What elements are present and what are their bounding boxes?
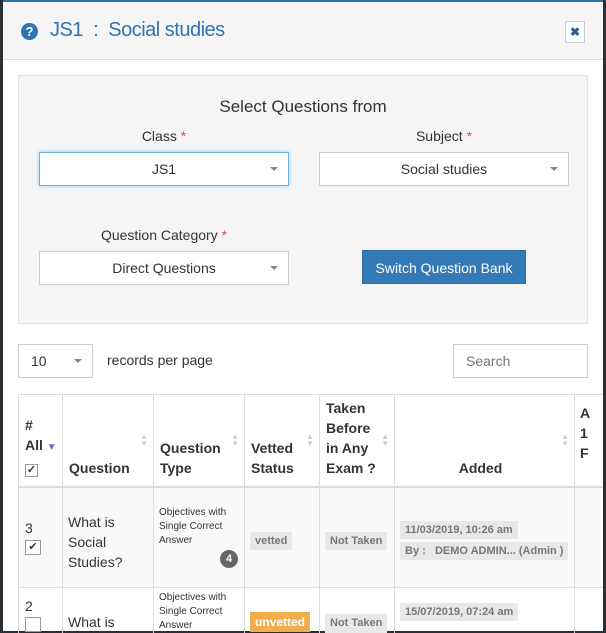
header-added[interactable]: Added ▲ ▼ [394, 395, 574, 488]
unvetted-badge: unvetted [250, 612, 311, 632]
not-taken-badge: Not Taken [325, 532, 388, 550]
vetted-cell: unvetted [244, 588, 319, 633]
filter-panel: Select Questions from Class * JS1 Subjec… [18, 75, 588, 324]
chevron-down-icon [270, 266, 278, 270]
records-per-page-label: records per page [107, 352, 213, 368]
vetted-cell: vetted [244, 488, 319, 588]
class-select[interactable]: JS1 [39, 152, 289, 186]
modal-title: JS1 : Social studies [50, 19, 225, 41]
options-count-badge: 4 [220, 550, 238, 568]
not-taken-badge: Not Taken [325, 614, 388, 633]
category-label: Question Category * [100, 227, 228, 243]
taken-cell: Not Taken [319, 588, 394, 633]
search-input[interactable] [453, 344, 588, 378]
panel-title: Select Questions from [219, 97, 387, 116]
row-checkbox[interactable] [25, 617, 41, 632]
category-select[interactable]: Direct Questions [39, 251, 289, 285]
close-button[interactable]: ✖ [565, 21, 585, 43]
row-checkbox[interactable]: ✔ [25, 540, 41, 555]
sort-icon: ▲ ▼ [561, 432, 569, 448]
header-select-all[interactable]: # All ▼ ✓ [18, 395, 62, 488]
added-cell: 15/07/2019, 07:24 am [394, 588, 574, 633]
chevron-down-icon [270, 167, 278, 171]
questions-table: # All ▼ ✓ Question ▲ ▼ Question Type ▲ ▼ Vet… [18, 394, 603, 633]
modal-header: ? JS1 : Social studies ✖ [3, 2, 603, 60]
header-partial[interactable]: A 1 F [574, 395, 603, 488]
question-type-cell: Objectives with Single Correct Answer 4 [153, 488, 244, 588]
added-cell: 11/03/2019, 10:26 am By : DEMO ADMIN... (… [394, 488, 574, 588]
close-icon: ✖ [569, 25, 581, 39]
header-question[interactable]: Question ▲ ▼ [62, 395, 153, 488]
row-number-cell: 3 ✔ [18, 488, 62, 588]
select-all-checkbox[interactable]: ✓ [25, 464, 38, 477]
chevron-down-icon [550, 167, 558, 171]
taken-cell: Not Taken [319, 488, 394, 588]
question-cell[interactable]: What is Social Studies? [62, 488, 153, 588]
sort-icon: ▲ ▼ [381, 432, 389, 448]
header-question-type[interactable]: Question Type ▲ ▼ [153, 395, 244, 488]
question-type-cell: Objectives with Single Correct Answer [153, 588, 244, 633]
question-cell[interactable]: What is [62, 588, 153, 633]
page-length-select[interactable]: 10 [18, 344, 93, 378]
subject-select[interactable]: Social studies [319, 152, 569, 186]
header-vetted-status[interactable]: Vetted Status ▲ ▼ [244, 395, 319, 488]
class-label: Class * [141, 128, 187, 144]
sort-icon: ▲ ▼ [306, 432, 314, 448]
sort-desc-icon: ▼ [46, 442, 57, 453]
vetted-badge: vetted [250, 532, 293, 550]
header-taken-before[interactable]: Taken Before in Any Exam ? ▲ ▼ [319, 395, 394, 488]
question-circle-icon: ? [21, 23, 38, 40]
sort-icon: ▲ ▼ [140, 432, 148, 448]
row-number-cell: 2 [18, 588, 62, 633]
chevron-down-icon [74, 359, 82, 363]
sort-icon: ▲ ▼ [231, 432, 239, 448]
question-bank-modal: ? JS1 : Social studies ✖ Select Question… [3, 0, 603, 633]
subject-label: Subject * [415, 128, 473, 144]
switch-question-bank-button[interactable]: Switch Question Bank [362, 250, 526, 284]
